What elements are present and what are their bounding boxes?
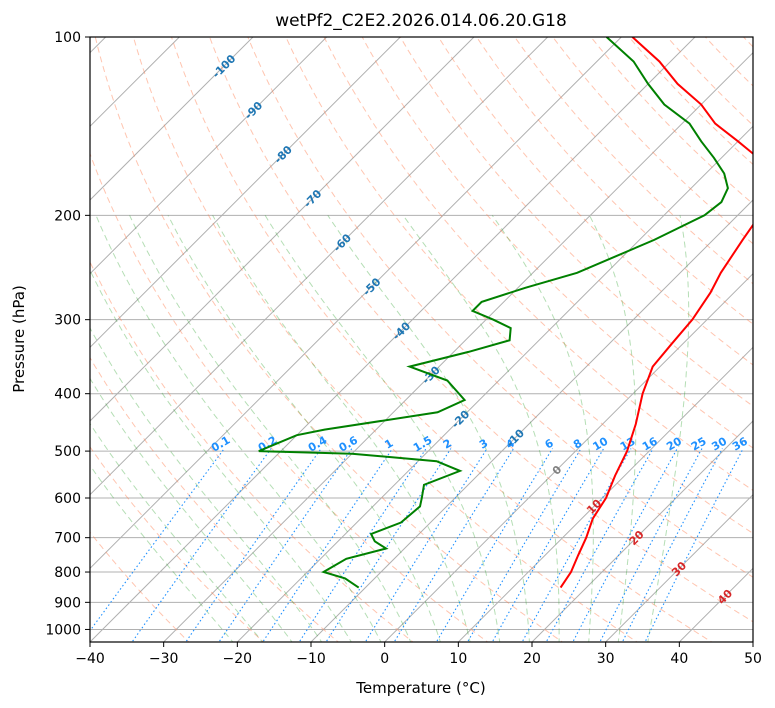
dry-adiabat: [209, 37, 753, 623]
moist-adiabat: [327, 215, 530, 642]
y-tick-label: 200: [54, 208, 81, 224]
moist-adiabat: [129, 215, 412, 642]
y-tick-label: 800: [54, 565, 81, 581]
moist-adiabat: [491, 215, 594, 642]
isotherm-grid: [90, 37, 753, 642]
isotherm-line: [457, 346, 753, 642]
x-tick-label: −10: [296, 651, 326, 667]
x-tick-label: 10: [449, 651, 467, 667]
dry-adiabat: [90, 260, 414, 642]
isotherm-line: [236, 125, 753, 642]
isotherm-line: [163, 51, 753, 642]
x-tick-label: −40: [75, 651, 105, 667]
temperature-series-line: [559, 37, 753, 589]
dry-adiabat: [94, 37, 564, 642]
dry-adiabat: [476, 37, 753, 325]
isotherm-line: [531, 420, 753, 642]
y-tick-label: 1000: [45, 622, 81, 638]
moist-adiabat: [90, 327, 323, 642]
y-tick-label: 600: [54, 491, 81, 507]
mixing-ratio-line: [325, 448, 452, 642]
isotherm-line: [90, 37, 328, 275]
mixing-ratio-line: [521, 448, 632, 642]
moist-adiabat: [589, 215, 637, 642]
y-tick-label: 900: [54, 595, 81, 611]
x-tick-label: 20: [523, 651, 541, 667]
isotherm-line: [90, 37, 622, 570]
dry-adiabat: [90, 152, 489, 642]
mixing-ratio-line: [621, 448, 723, 642]
moist-adiabat: [95, 215, 382, 642]
moist-adiabat: [90, 464, 234, 642]
x-tick-label: 0: [380, 651, 389, 667]
moist-adiabat: [264, 215, 501, 642]
moist-adiabat: [167, 215, 441, 642]
mixing-ratio-lines: [90, 448, 744, 642]
dry-adiabat: [90, 446, 265, 642]
plot-frame: [89, 36, 754, 643]
x-tick-label: 30: [597, 651, 615, 667]
x-tick-label: −20: [223, 651, 253, 667]
x-axis-label: Temperature (°C): [355, 679, 485, 697]
isotherm-line: [90, 37, 254, 201]
x-tick-label: 40: [670, 651, 688, 667]
y-tick-label: 300: [54, 313, 81, 329]
moist-adiabat: [90, 377, 293, 642]
mixing-ratio-line: [131, 448, 272, 642]
dry-adiabat: [514, 37, 753, 285]
mixing-ratio-line: [393, 448, 515, 642]
x-axis-ticks: −40 −30 −20 −10 0 10 20 30 40 50: [75, 642, 762, 667]
moist-adiabat: [647, 215, 690, 642]
mixing-ratio-line: [435, 448, 553, 642]
y-axis-ticks: 100 200 300 400 500 600 700 800 900 1000: [45, 30, 90, 638]
dry-adiabats: [90, 37, 753, 642]
moist-adiabat: [402, 215, 560, 642]
mixing-ratio-line: [218, 448, 353, 642]
isotherm-line: [90, 37, 696, 642]
y-axis-label: Pressure (hPa): [10, 285, 28, 393]
moist-adiabats: [90, 215, 690, 642]
mixing-ratio-line: [466, 448, 582, 642]
mixing-ratio-line: [298, 448, 427, 642]
mixing-ratio-line: [185, 448, 322, 642]
dry-adiabat: [90, 356, 340, 642]
mixing-ratio-line: [262, 448, 393, 642]
moist-adiabat: [90, 422, 264, 642]
isotherm-line: [90, 37, 549, 496]
isotherm-line: [90, 37, 401, 349]
y-tick-label: 500: [54, 444, 81, 460]
isotherm-line: [384, 272, 753, 642]
isotherm-line: [605, 493, 753, 642]
moist-adiabat: [90, 269, 352, 642]
y-tick-label: 400: [54, 387, 81, 403]
x-tick-label: 50: [744, 651, 762, 667]
mixing-ratio-line: [545, 448, 654, 642]
mixing-ratio-line: [644, 448, 744, 642]
x-tick-label: −30: [149, 651, 179, 667]
dry-adiabat: [132, 37, 638, 642]
y-tick-label: 100: [54, 30, 81, 46]
isotherm-line: [310, 199, 753, 642]
y-tick-label: 700: [54, 531, 81, 547]
mixing-ratio-line: [364, 448, 488, 642]
chart-title: wetPf2_C2E2.2026.014.06.20.G18: [275, 11, 567, 31]
isotherm-line: [90, 37, 475, 422]
moist-adiabat: [212, 215, 471, 642]
dewpoint-series-line: [258, 37, 729, 589]
